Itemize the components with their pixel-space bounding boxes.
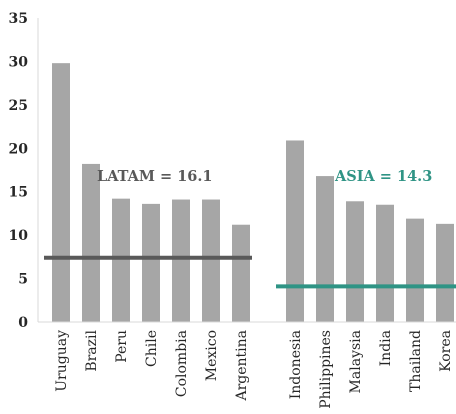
category-label: Thailand [408, 330, 424, 392]
reference-lines: LATAM = 16.1 ASIA = 14.3 [44, 168, 456, 289]
bar-thailand [406, 218, 424, 322]
category-label: India [378, 330, 394, 366]
axes [37, 18, 456, 323]
bar-mexico [202, 199, 220, 322]
category-label: Chile [144, 330, 160, 367]
bar-argentina [232, 224, 250, 322]
category-label: Colombia [174, 330, 190, 397]
bar-chile [142, 203, 160, 322]
bars [52, 63, 454, 323]
y-tick-label: 25 [9, 98, 28, 114]
y-tick-label: 5 [18, 272, 28, 288]
y-axis-ticks: 0 5 10 15 20 25 30 35 [9, 11, 29, 331]
category-label: Malaysia [348, 330, 364, 393]
bar-brazil [82, 163, 100, 322]
category-label: Indonesia [288, 330, 304, 399]
bar-philippines [316, 176, 334, 322]
y-tick-label: 35 [9, 11, 28, 27]
category-label: Mexico [204, 330, 220, 381]
category-label: Brazil [84, 329, 100, 371]
bar-korea [436, 223, 454, 322]
category-labels: Uruguay Brazil Peru Chile Colombia Mexico Arge… [54, 329, 454, 408]
bar-india [376, 204, 394, 322]
y-tick-label: 10 [9, 228, 29, 244]
bar-indonesia [286, 140, 304, 322]
y-tick-label: 15 [9, 185, 28, 201]
category-label: Peru [114, 330, 130, 363]
category-label: Uruguay [54, 330, 70, 392]
bar-peru [112, 198, 130, 322]
asia-reference-label: ASIA = 14.3 [334, 168, 432, 185]
bar-malaysia [346, 201, 364, 322]
category-label: Korea [438, 330, 454, 372]
y-tick-label: 0 [18, 315, 28, 331]
y-tick-label: 30 [9, 54, 29, 70]
category-label: Philippines [318, 330, 334, 409]
y-tick-label: 20 [9, 141, 29, 157]
category-label: Argentina [234, 330, 250, 402]
bar-colombia [172, 199, 190, 322]
latam-reference-label: LATAM = 16.1 [97, 168, 213, 185]
bar-uruguay [52, 63, 70, 323]
